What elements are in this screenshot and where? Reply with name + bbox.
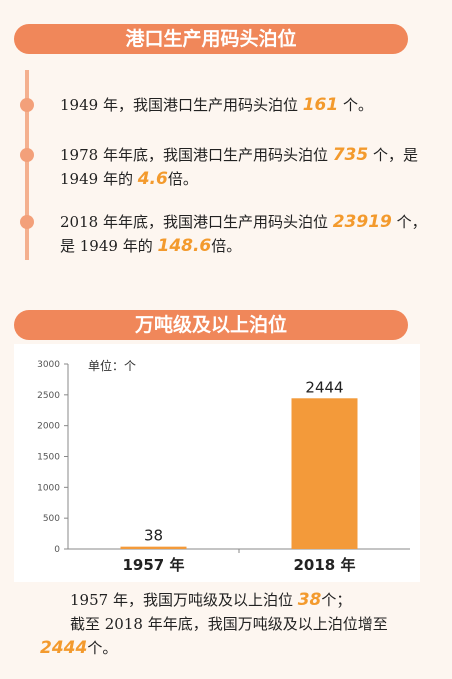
item-number: 161: [302, 95, 339, 115]
timeline-item-2018: 2018 年年底，我国港口生产用码头泊位 23919 个，是 1949 年的 1…: [60, 210, 440, 258]
y-tick-label: 0: [54, 545, 60, 555]
timeline-line: [25, 70, 29, 260]
item-number: 735: [332, 145, 369, 165]
summary-number: 2444: [40, 638, 88, 658]
y-tick-label: 3000: [37, 360, 60, 370]
item-text: 倍。: [167, 170, 198, 188]
summary-number: 38: [297, 590, 322, 610]
data-label: 38: [144, 527, 163, 545]
section-title-berths: 港口生产用码头泊位: [14, 24, 408, 54]
timeline-dot: [20, 98, 34, 112]
item-ratio: 148.6: [157, 236, 212, 256]
y-tick-label: 2000: [37, 422, 60, 432]
item-text: 倍。: [211, 237, 242, 255]
summary-line-1: 1957 年，我国万吨级及以上泊位 38个；: [40, 588, 420, 612]
y-tick-label: 1500: [37, 453, 60, 463]
item-text: 2018 年年底，我国港口生产用码头泊位: [60, 213, 333, 231]
summary-text-part: 个；: [321, 591, 352, 609]
timeline-item-1978: 1978 年年底，我国港口生产用码头泊位 735 个，是 1949 年的 4.6…: [60, 143, 440, 191]
summary-text-part: 截至 2018 年年底，我国万吨级及以上泊位增至: [70, 615, 388, 633]
y-tick-label: 500: [43, 514, 60, 524]
item-text: 个，是 1949 年的: [60, 213, 427, 255]
item-text: 个。: [338, 96, 373, 114]
timeline-dot: [20, 215, 34, 229]
summary-text: 1957 年，我国万吨级及以上泊位 38个； 截至 2018 年年底，我国万吨级…: [40, 588, 420, 660]
summary-text-part: 个。: [87, 639, 118, 657]
summary-line-2: 截至 2018 年年底，我国万吨级及以上泊位增至 2444个。: [40, 612, 420, 660]
y-tick-label: 2500: [37, 391, 60, 401]
bar-chart: 0 500 1000 1500 2000 2500 3000 单位：个 38 1957 年 2444…: [37, 358, 410, 574]
x-tick-label: 1957 年: [123, 556, 185, 574]
section-title-10k-berths: 万吨级及以上泊位: [14, 310, 408, 340]
item-number: 23919: [332, 212, 392, 232]
item-ratio: 4.6: [137, 169, 168, 189]
item-text: 1978 年年底，我国港口生产用码头泊位: [60, 146, 333, 164]
chart-panel: 0 500 1000 1500 2000 2500 3000 单位：个 38 1957 年 2444…: [14, 344, 420, 582]
data-label: 2444: [305, 378, 343, 396]
x-tick-label: 2018 年: [294, 556, 356, 574]
bar: [291, 398, 358, 549]
timeline-item-1949: 1949 年，我国港口生产用码头泊位 161 个。: [60, 93, 440, 117]
summary-text-part: 1957 年，我国万吨级及以上泊位: [70, 591, 298, 609]
unit-label: 单位：个: [88, 358, 136, 373]
timeline-dot: [20, 148, 34, 162]
y-tick-label: 1000: [37, 483, 60, 493]
item-text: 个，是 1949 年的: [60, 146, 418, 188]
item-text: 1949 年，我国港口生产用码头泊位: [60, 96, 303, 114]
bar: [120, 546, 187, 549]
